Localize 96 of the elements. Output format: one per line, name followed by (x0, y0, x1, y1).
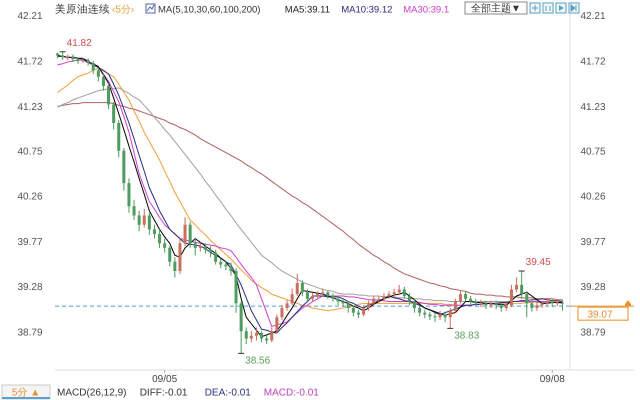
candlestick (92, 60, 95, 74)
candlestick (444, 311, 447, 322)
candlestick (132, 199, 136, 221)
y2-tick-label: 41.23 (580, 102, 606, 113)
y2-tick-label: 40.75 (580, 146, 606, 158)
text: MA10:39.12 (341, 4, 392, 16)
candlestick (286, 299, 289, 312)
candlestick (300, 280, 304, 296)
candlestick (346, 301, 350, 314)
y-tick-label: 40.26 (17, 192, 43, 203)
candlestick (184, 216, 187, 247)
text: 5分 ▲ (12, 386, 40, 398)
text: MA5:39.11 (284, 4, 330, 16)
candlestick (367, 300, 370, 312)
candlestick (244, 326, 248, 345)
text: 38.56 (245, 355, 270, 366)
text: MACD(26,12,9) (57, 388, 126, 398)
y-tick-label: 38.79 (17, 328, 43, 339)
candlestick (219, 258, 222, 269)
candlestick (500, 302, 503, 312)
candlestick (198, 242, 202, 252)
candlestick (158, 228, 162, 248)
candlestick (402, 286, 406, 300)
candlestick (510, 284, 513, 308)
candlestick (254, 326, 258, 341)
candlestick (148, 212, 151, 236)
text: DEA:-0.01 (204, 388, 252, 398)
candlestick (194, 238, 197, 256)
candlestick (454, 298, 457, 314)
candlestick (142, 208, 146, 228)
candlestick (458, 290, 462, 304)
candlestick (280, 304, 284, 321)
y-tick-label: 41.23 (17, 102, 43, 113)
candlestick (398, 284, 401, 296)
candlestick (107, 82, 110, 110)
y-tick-label: 39.28 (17, 282, 43, 294)
candlestick (204, 242, 207, 254)
candlestick (408, 292, 411, 306)
y2-tick-label: 38.79 (580, 328, 606, 339)
candlestick (250, 330, 253, 343)
candlestick (152, 224, 156, 240)
candlestick (163, 238, 166, 254)
candlestick (102, 73, 105, 92)
candlestick (290, 288, 294, 306)
y-tick-label: 40.75 (17, 146, 43, 158)
candlestick (260, 330, 264, 343)
candlestick (138, 210, 141, 232)
candlestick (433, 312, 436, 322)
y2-tick-label: 39.77 (580, 236, 606, 248)
candlestick (306, 289, 309, 302)
chart-title: 美原油连续 (55, 2, 110, 16)
x-tick-label: 09/05 (152, 374, 178, 385)
y2-tick-label: 40.26 (580, 192, 606, 203)
candlestick (224, 260, 228, 271)
candlestick (530, 300, 534, 312)
candlestick (270, 326, 274, 343)
text: DIFF:-0.01 (140, 388, 188, 398)
candlestick (127, 178, 130, 214)
candlestick (438, 310, 442, 321)
y2-tick-label: 39.28 (580, 282, 606, 294)
candlestick (112, 101, 116, 130)
candlestick (275, 314, 278, 334)
ref-line-label: 39.07 (587, 310, 613, 321)
y-tick-label: 41.72 (17, 56, 43, 68)
y-tick-label: 42.21 (17, 11, 43, 22)
y2-tick-label: 41.72 (580, 56, 606, 68)
candlestick (168, 246, 172, 267)
candlestick (413, 298, 416, 314)
candlestick (515, 276, 518, 293)
x-tick-label: 09/08 (540, 374, 566, 385)
chart-subtitle: ‹5分› (112, 4, 134, 16)
candlestick (336, 295, 340, 306)
candlestick (173, 256, 176, 278)
text: 39.45 (526, 257, 551, 268)
candlestick (372, 295, 376, 307)
candlestick (229, 262, 232, 276)
candlestick (296, 273, 299, 296)
candlestick (214, 249, 218, 266)
text: MA30:39.1 (403, 4, 450, 16)
candlestick (352, 304, 355, 317)
candlestick (209, 246, 212, 258)
text: MACD:-0.01 (264, 388, 320, 398)
y2-tick-label: 42.21 (580, 11, 606, 22)
annotation: 全部主题▼ (471, 2, 521, 14)
candlestick (418, 304, 422, 317)
candlestick (362, 304, 366, 317)
text: 38.83 (454, 330, 480, 342)
candlestick (464, 290, 468, 302)
legend-title: MA(5,10,30,60,100,200) (158, 4, 260, 16)
candlestick (560, 299, 564, 312)
y-tick-label: 39.77 (17, 236, 43, 248)
candlestick (525, 290, 528, 318)
candlestick (96, 67, 100, 82)
text: 41.82 (66, 38, 92, 49)
candlestick (188, 221, 192, 248)
candlestick (265, 334, 268, 345)
